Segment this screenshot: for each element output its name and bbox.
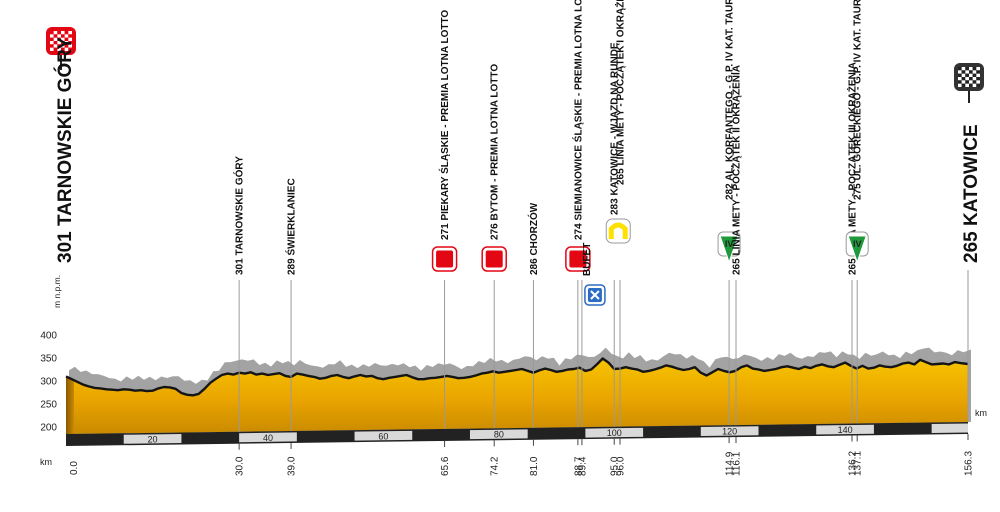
km-band-label: 20 bbox=[148, 434, 158, 444]
route-point: 65.6 271 PIEKARY ŚLĄSKIE - PREMIA LOTNA L… bbox=[431, 10, 458, 476]
elevation-line bbox=[65, 357, 969, 397]
route-point: 116.1 265 LINIA METY - POCZĄTEK II OKRĄŻE… bbox=[730, 65, 743, 476]
km-label: 81.0 bbox=[529, 456, 540, 476]
route-point-label: 265 LINIA METY - POCZĄTEK II OKRĄŻENIA bbox=[730, 65, 743, 275]
km-label: 30.0 bbox=[235, 456, 246, 476]
route-point: 81.0 286 CHORZÓW bbox=[527, 202, 540, 476]
km-band-segment bbox=[469, 429, 528, 440]
y-tick-label: 300 bbox=[40, 377, 57, 388]
km-label: 114.9 bbox=[725, 451, 736, 476]
route-point-label: 283 KATOWICE - WJAZD NA RUNDĘ bbox=[610, 42, 621, 215]
km-band-label: 40 bbox=[263, 433, 273, 443]
x-axis-unit-right: km bbox=[975, 408, 987, 418]
sprint-icon bbox=[565, 246, 591, 272]
km-band-label: 90 bbox=[552, 429, 562, 439]
km-label: 136.2 bbox=[848, 451, 859, 476]
km-label: 89.4 bbox=[577, 456, 588, 476]
kom-icon: IV bbox=[717, 231, 741, 264]
km-label: 95.0 bbox=[610, 456, 621, 476]
route-point: 74.2 276 BYTOM - PREMIA LOTNA LOTTO bbox=[481, 64, 507, 476]
km-band-label: 130 bbox=[780, 426, 795, 436]
km-label: 116.1 bbox=[732, 451, 743, 476]
route-point-label: BUFET bbox=[582, 243, 593, 276]
km-band-label: 140 bbox=[838, 425, 853, 435]
km-band-label: 150 bbox=[895, 424, 910, 434]
start-flag-icon bbox=[46, 27, 76, 70]
y-tick-label: 350 bbox=[40, 354, 57, 365]
sprint-icon bbox=[431, 246, 458, 272]
route-point-label: 265 LINIA METY - POCZĄTEK I OKRĄŻENIA bbox=[614, 0, 627, 185]
kom-category: IV bbox=[725, 239, 734, 249]
start-km-label: 0.0 bbox=[69, 461, 80, 475]
route-point-label: 289 ŚWIERKLANIEC bbox=[285, 178, 298, 275]
route-point-label: 265 LINIA METY - POCZĄTEK III OKRĄŻENIA bbox=[846, 62, 859, 275]
feed-zone-icon bbox=[584, 284, 606, 306]
km-band-segment bbox=[931, 423, 968, 433]
route-point: 136.2 265 LINIA METY - POCZĄTEK III OKRĄŻ… bbox=[846, 62, 859, 476]
route-point-label: 275 UL. GÓRECKIEGO - G.P. IV KAT. TAURON bbox=[851, 0, 864, 200]
km-band-label: 60 bbox=[378, 431, 388, 441]
finish-flag-icon bbox=[954, 63, 984, 103]
route-point: 88.7 274 SIEMIANOWICE ŚLĄSKIE - PREMIA LO… bbox=[565, 0, 591, 476]
km-band-segment bbox=[585, 427, 644, 438]
sprint-icon bbox=[481, 246, 507, 272]
km-band-label: 70 bbox=[436, 431, 446, 441]
x-axis-unit-left: km bbox=[40, 457, 52, 467]
route-point-label: 274 SIEMIANOWICE ŚLĄSKIE - PREMIA LOTNA … bbox=[571, 0, 584, 240]
km-label: 137.1 bbox=[853, 451, 864, 476]
y-tick-label: 250 bbox=[40, 400, 57, 411]
km-band-segment bbox=[354, 430, 413, 441]
km-band-label: 50 bbox=[321, 432, 331, 442]
km-band-label: 30 bbox=[205, 434, 215, 444]
route-point: 96.0 265 LINIA METY - POCZĄTEK I OKRĄŻENI… bbox=[614, 0, 627, 476]
route-point: 39.0 289 ŚWIERKLANIEC bbox=[285, 178, 298, 476]
y-axis-unit: m n.p.m. bbox=[52, 275, 62, 308]
route-point: 89.4 BUFET bbox=[577, 243, 606, 476]
circuit-entry-icon bbox=[605, 218, 631, 244]
route-point: 156.3 bbox=[964, 270, 975, 476]
route-point-label: 282 AL. KORFANTEGO - G.P. IV KAT. TAURON bbox=[725, 0, 736, 200]
km-band-segment bbox=[239, 432, 297, 443]
finish-label: 265 KATOWICE bbox=[961, 124, 982, 263]
route-point-label: 271 PIEKARY ŚLĄSKIE - PREMIA LOTNA LOTTO bbox=[438, 10, 451, 240]
y-tick-label: 200 bbox=[40, 423, 57, 434]
km-band-label: 100 bbox=[607, 428, 622, 438]
km-label: 65.6 bbox=[440, 456, 451, 476]
kom-icon: IV bbox=[845, 231, 869, 264]
route-point: 30.0 301 TARNOWSKIE GÓRY bbox=[233, 156, 246, 476]
kom-category: IV bbox=[853, 239, 862, 249]
km-band-segment bbox=[816, 424, 874, 435]
route-point-label: 276 BYTOM - PREMIA LOTNA LOTTO bbox=[490, 64, 501, 240]
route-point-label: 286 CHORZÓW bbox=[527, 202, 540, 275]
km-band-segment bbox=[123, 433, 182, 444]
route-point: 137.1 275 UL. GÓRECKIEGO - G.P. IV KAT. T… bbox=[845, 0, 869, 476]
km-band-label: 10 bbox=[90, 435, 100, 445]
km-band-label: 120 bbox=[722, 427, 737, 437]
y-axis-ticks: 200 250 300 350 400 bbox=[40, 331, 57, 434]
km-label: 74.2 bbox=[490, 456, 501, 476]
km-label: 156.3 bbox=[964, 451, 975, 476]
km-band-label: 110 bbox=[665, 427, 679, 437]
route-point: 114.9 282 AL. KORFANTEGO - G.P. IV KAT. T… bbox=[717, 0, 741, 476]
km-band-labels: 10 20 30 40 50 60 70 80 90 100 110 120 130 140 150 bbox=[90, 424, 910, 445]
km-label: 88.7 bbox=[573, 456, 584, 476]
y-tick-label: 400 bbox=[40, 331, 57, 342]
km-label: 39.0 bbox=[287, 456, 298, 476]
route-markers: 30.0 301 TARNOWSKIE GÓRY 39.0 289 ŚWIERKLAN… bbox=[233, 0, 975, 476]
km-band-label: 80 bbox=[494, 430, 504, 440]
elevation-side bbox=[66, 376, 74, 444]
route-point: 95.0 283 KATOWICE - WJAZD NA RUNDĘ bbox=[605, 42, 631, 476]
km-label: 96.0 bbox=[616, 456, 627, 476]
km-band-segments bbox=[123, 423, 968, 444]
km-band-segment bbox=[700, 426, 759, 437]
start-label: 301 TARNOWSKIE GÓRY bbox=[54, 37, 76, 263]
route-point-label: 301 TARNOWSKIE GÓRY bbox=[233, 156, 246, 275]
